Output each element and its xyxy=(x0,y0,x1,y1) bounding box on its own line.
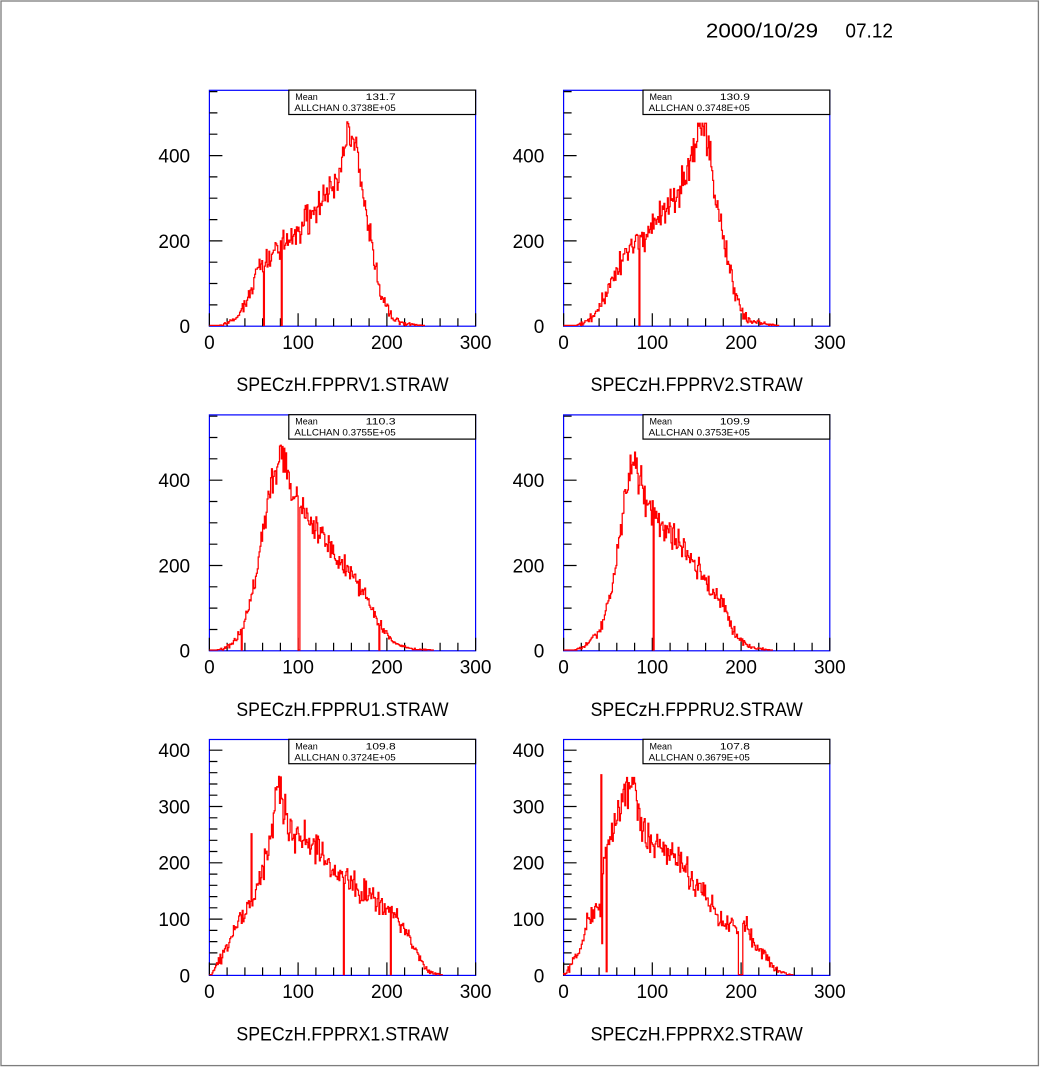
svg-text:0: 0 xyxy=(180,966,191,987)
svg-text:SPECzH.FPPRX2.STRAW: SPECzH.FPPRX2.STRAW xyxy=(591,1024,803,1045)
svg-text:130.9: 130.9 xyxy=(720,92,750,103)
svg-text:200: 200 xyxy=(725,657,757,678)
svg-text:200: 200 xyxy=(371,333,403,354)
svg-text:0: 0 xyxy=(534,642,545,663)
svg-text:400: 400 xyxy=(513,471,545,492)
svg-text:Mean: Mean xyxy=(650,417,673,428)
svg-text:ALLCHAN 0.3748E+05: ALLCHAN 0.3748E+05 xyxy=(649,103,750,114)
svg-text:07.12: 07.12 xyxy=(845,20,893,43)
svg-text:400: 400 xyxy=(513,147,545,168)
svg-text:109.8: 109.8 xyxy=(366,741,396,752)
svg-text:ALLCHAN 0.3755E+05: ALLCHAN 0.3755E+05 xyxy=(294,428,395,439)
svg-text:0: 0 xyxy=(180,317,191,338)
svg-text:0: 0 xyxy=(204,982,215,1003)
svg-text:300: 300 xyxy=(814,333,846,354)
svg-text:0: 0 xyxy=(204,657,215,678)
svg-text:300: 300 xyxy=(460,982,492,1003)
svg-text:Mean: Mean xyxy=(650,92,673,103)
svg-text:ALLCHAN 0.3679E+05: ALLCHAN 0.3679E+05 xyxy=(649,752,750,763)
svg-text:400: 400 xyxy=(158,147,190,168)
svg-text:0: 0 xyxy=(534,966,545,987)
svg-text:300: 300 xyxy=(460,333,492,354)
svg-text:100: 100 xyxy=(158,910,190,931)
svg-text:SPECzH.FPPRU2.STRAW: SPECzH.FPPRU2.STRAW xyxy=(591,700,803,721)
svg-text:300: 300 xyxy=(513,797,545,818)
svg-text:200: 200 xyxy=(725,982,757,1003)
svg-text:100: 100 xyxy=(282,333,314,354)
svg-text:100: 100 xyxy=(282,982,314,1003)
svg-text:ALLCHAN 0.3724E+05: ALLCHAN 0.3724E+05 xyxy=(294,752,395,763)
svg-text:300: 300 xyxy=(460,657,492,678)
svg-text:200: 200 xyxy=(725,333,757,354)
svg-text:0: 0 xyxy=(534,317,545,338)
svg-text:400: 400 xyxy=(158,471,190,492)
svg-text:Mean: Mean xyxy=(295,92,318,103)
svg-text:200: 200 xyxy=(371,982,403,1003)
svg-text:Mean: Mean xyxy=(295,741,318,752)
svg-text:ALLCHAN 0.3738E+05: ALLCHAN 0.3738E+05 xyxy=(294,103,395,114)
svg-text:0: 0 xyxy=(180,642,191,663)
svg-text:100: 100 xyxy=(636,657,668,678)
svg-text:400: 400 xyxy=(158,741,190,762)
svg-text:Mean: Mean xyxy=(295,417,318,428)
svg-text:ALLCHAN 0.3753E+05: ALLCHAN 0.3753E+05 xyxy=(649,428,750,439)
svg-text:107.8: 107.8 xyxy=(720,741,750,752)
svg-text:200: 200 xyxy=(513,854,545,875)
svg-text:100: 100 xyxy=(636,982,668,1003)
svg-text:0: 0 xyxy=(204,333,215,354)
svg-text:200: 200 xyxy=(371,657,403,678)
svg-text:200: 200 xyxy=(158,854,190,875)
svg-text:0: 0 xyxy=(558,333,569,354)
svg-text:SPECzH.FPPRX1.STRAW: SPECzH.FPPRX1.STRAW xyxy=(236,1024,448,1045)
svg-text:200: 200 xyxy=(513,232,545,253)
svg-text:100: 100 xyxy=(282,657,314,678)
svg-text:0: 0 xyxy=(558,982,569,1003)
svg-text:300: 300 xyxy=(158,797,190,818)
svg-text:SPECzH.FPPRV1.STRAW: SPECzH.FPPRV1.STRAW xyxy=(236,375,448,396)
svg-text:300: 300 xyxy=(814,982,846,1003)
svg-text:100: 100 xyxy=(513,910,545,931)
svg-text:300: 300 xyxy=(814,657,846,678)
svg-text:200: 200 xyxy=(158,556,190,577)
svg-text:Mean: Mean xyxy=(650,741,673,752)
svg-text:100: 100 xyxy=(636,333,668,354)
svg-text:109.9: 109.9 xyxy=(720,417,750,428)
svg-text:SPECzH.FPPRU1.STRAW: SPECzH.FPPRU1.STRAW xyxy=(236,700,448,721)
svg-text:200: 200 xyxy=(513,556,545,577)
svg-text:2000/10/29: 2000/10/29 xyxy=(706,20,818,43)
svg-text:200: 200 xyxy=(158,232,190,253)
svg-text:131.7: 131.7 xyxy=(366,92,396,103)
svg-text:110.3: 110.3 xyxy=(366,417,396,428)
svg-text:400: 400 xyxy=(513,741,545,762)
svg-text:SPECzH.FPPRV2.STRAW: SPECzH.FPPRV2.STRAW xyxy=(591,375,803,396)
svg-text:0: 0 xyxy=(558,657,569,678)
